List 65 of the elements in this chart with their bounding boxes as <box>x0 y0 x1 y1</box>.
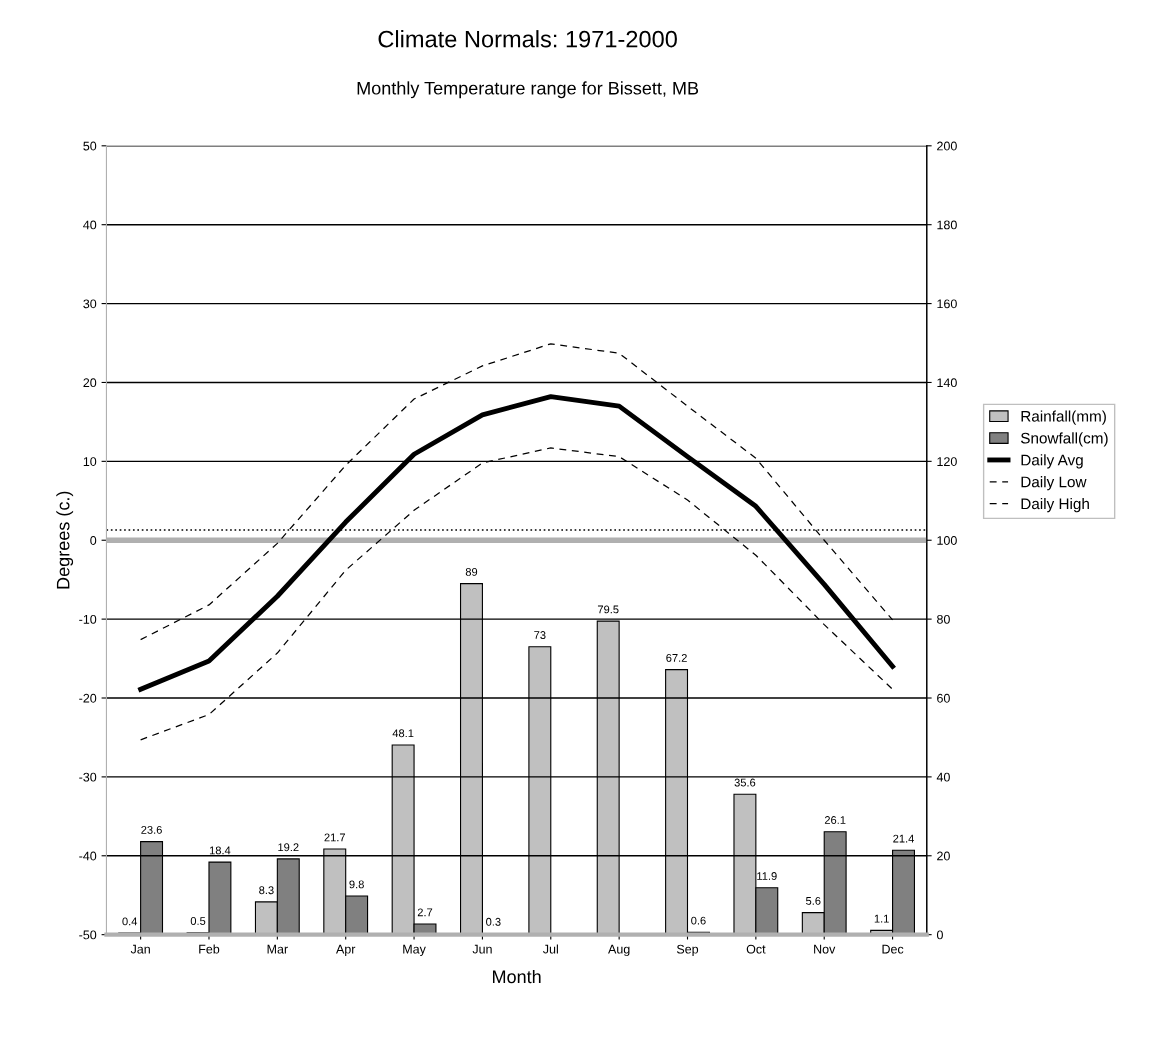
y-tick-label: 10 <box>83 457 97 466</box>
y-tick-label: 20 <box>83 378 97 388</box>
data-label: 21.4 <box>893 834 914 843</box>
data-label: 35.6 <box>734 778 756 787</box>
x-tick-label: Jul <box>542 944 558 954</box>
y-tick-label: -50 <box>79 930 97 940</box>
y2-tick-label: 60 <box>937 693 950 703</box>
legend-label: Daily Low <box>1021 476 1087 491</box>
data-label: 0.4 <box>122 917 138 926</box>
data-label: 23.6 <box>141 825 162 834</box>
data-label: 8.3 <box>259 886 274 895</box>
y-tick-label: 40 <box>83 220 97 230</box>
data-label: 0.5 <box>190 917 206 925</box>
legend-label: Rainfall(mm) <box>1021 410 1106 425</box>
y2-tick-label: 40 <box>936 772 950 782</box>
chart-subtitle: Monthly Temperature range for Bissett, MB <box>357 81 699 99</box>
y2-tick-label: 200 <box>937 141 957 151</box>
data-label: 48.1 <box>392 729 414 738</box>
x-tick-label: Oct <box>746 944 766 954</box>
x-axis-title: Month <box>492 969 541 984</box>
y2-tick-label: 0 <box>936 930 943 940</box>
data-label: 0.6 <box>691 916 706 925</box>
chart-title: Climate Normals: 1971-2000 <box>378 30 677 48</box>
y-tick-label: -30 <box>79 772 97 782</box>
data-label: 79.5 <box>597 605 619 614</box>
y2-tick-label: 20 <box>937 851 950 861</box>
x-tick-label: Aug <box>608 944 630 957</box>
y2-tick-label: 120 <box>937 457 957 466</box>
data-label: 89 <box>465 568 478 576</box>
y-tick-label: 30 <box>83 299 97 309</box>
x-tick-label: Feb <box>199 944 220 954</box>
y-tick-label: -10 <box>79 614 97 624</box>
x-tick-label: Jun <box>472 944 492 954</box>
data-label: 19.2 <box>278 843 299 852</box>
x-tick-label: Sep <box>676 944 699 957</box>
x-tick-label: May <box>403 944 426 957</box>
y-tick-label: -20 <box>79 693 97 703</box>
data-label: 21.7 <box>324 833 346 842</box>
y2-tick-label: 80 <box>937 614 950 624</box>
x-tick-label: Apr <box>336 944 356 957</box>
data-label: 1.1 <box>874 914 889 923</box>
x-tick-label: Nov <box>814 944 836 954</box>
y-tick-label: -40 <box>79 851 97 861</box>
y-tick-label: 50 <box>83 141 97 151</box>
y-tick-label: 0 <box>90 536 97 545</box>
data-label: 73 <box>534 631 546 639</box>
y2-tick-label: 160 <box>937 299 957 309</box>
data-label: 26.1 <box>824 816 846 824</box>
data-label: 18.4 <box>209 846 231 855</box>
data-label: 9.8 <box>349 880 364 889</box>
x-tick-label: Mar <box>267 944 288 954</box>
legend-label: Daily High <box>1021 497 1089 513</box>
y-axis-title: Degrees (c.) <box>56 491 74 589</box>
y2-tick-label: 180 <box>937 220 957 230</box>
legend-label: Daily Avg <box>1021 454 1083 469</box>
data-label: 0.3 <box>486 917 501 926</box>
data-label: 2.7 <box>417 908 433 917</box>
y2-tick-label: 100 <box>937 536 957 545</box>
y2-tick-label: 140 <box>937 378 957 388</box>
data-label: 11.9 <box>757 872 777 880</box>
data-label: 5.6 <box>806 896 821 905</box>
legend-label: Snowfall(cm) <box>1020 432 1108 447</box>
x-tick-label: Dec <box>882 944 904 954</box>
x-tick-label: Jan <box>130 944 150 954</box>
data-label: 67.2 <box>666 653 687 662</box>
